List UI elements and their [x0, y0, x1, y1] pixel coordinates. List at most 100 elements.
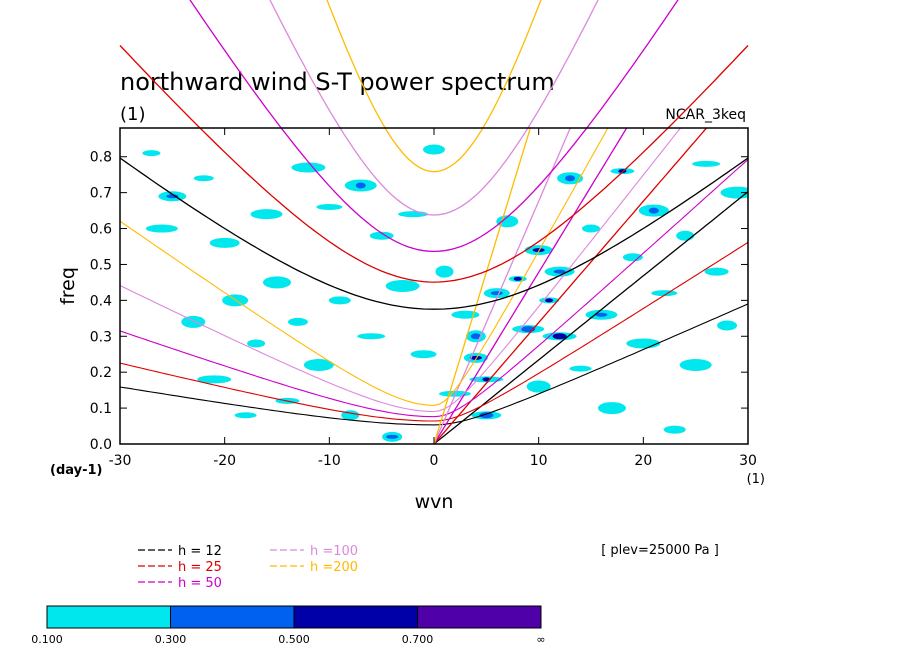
x-tick-label: -30	[109, 453, 132, 469]
contour-blob	[197, 375, 232, 384]
contour-blob	[597, 402, 626, 415]
x-axis-label: wvn	[415, 491, 454, 513]
dispersion-curve	[433, 128, 532, 444]
colorbar-segment	[170, 605, 295, 629]
contour-blob-core	[470, 333, 481, 340]
dispersion-curve	[326, 0, 542, 173]
colorbar-label: 0.300	[155, 633, 187, 646]
dispersion-curve	[120, 241, 748, 422]
contour-blob	[250, 209, 283, 220]
contour-blob	[369, 231, 394, 240]
dispersion-curve	[119, 157, 749, 310]
x-unit-label: (1)	[747, 472, 765, 487]
contour-blob	[328, 296, 351, 305]
dispersion-curve	[433, 128, 628, 444]
dispersion-curve	[120, 128, 609, 406]
dispersion-curve	[120, 128, 682, 413]
contour-blob-core	[166, 194, 179, 199]
contour-blob	[622, 253, 643, 262]
dispersion-curves-in-plot	[120, 128, 748, 444]
contour-blob	[679, 359, 712, 371]
colorbar: 0.100 0.300 0.500 0.700 ∞	[31, 605, 546, 646]
contour-blob	[451, 310, 480, 319]
contour-blob	[423, 144, 445, 155]
dispersion-curves-above-plot	[119, 0, 749, 310]
colorbar-label: ∞	[536, 633, 545, 646]
y-tick-label: 0.0	[90, 437, 112, 453]
y-axis-label: freq	[57, 267, 79, 305]
contour-blob	[142, 150, 161, 157]
y-tick-label: 0.2	[90, 365, 112, 381]
contour-blob	[193, 175, 214, 182]
dispersion-curve	[120, 303, 748, 426]
contour-blob	[247, 339, 266, 348]
dispersion-curve	[433, 128, 571, 444]
dispersion-curve	[119, 45, 749, 283]
dispersion-curve	[120, 159, 748, 418]
dispersion-curve	[269, 0, 599, 216]
contour-blob-core	[532, 248, 545, 253]
colorbar-label: 0.700	[402, 633, 434, 646]
contour-blob	[663, 425, 686, 434]
contour-blob	[435, 265, 454, 278]
x-tick-label: 10	[530, 453, 548, 469]
contour-blob-core	[553, 269, 566, 274]
contour-fill-layer	[142, 144, 748, 442]
contour-blob	[357, 333, 386, 340]
contour-blob	[676, 230, 695, 241]
contour-blob	[526, 380, 551, 393]
contour-blob-core	[479, 412, 494, 419]
legend-label: h = 25	[178, 560, 222, 575]
chart-subtitle-right: NCAR_3keq	[665, 107, 746, 123]
contour-blob	[209, 237, 240, 248]
x-tick-label: 0	[430, 453, 439, 469]
contour-blob-core	[648, 207, 659, 214]
colorbar-label: 0.500	[278, 633, 310, 646]
legend-label: h = 50	[178, 576, 222, 591]
contour-blob	[720, 186, 748, 199]
legend-label: h =100	[310, 544, 358, 559]
contour-blob-core	[469, 355, 482, 360]
chart-title: northward wind S-T power spectrum	[120, 68, 555, 96]
contour-blob-core	[552, 333, 567, 340]
contour-blob	[717, 320, 738, 331]
y-tick-label: 0.3	[90, 329, 112, 345]
y-tick-label: 0.5	[90, 257, 112, 273]
contour-blob	[385, 280, 420, 292]
chart-subtitle-left: (1)	[120, 104, 146, 125]
y-tick-label: 0.4	[90, 293, 112, 309]
contour-blob	[496, 215, 519, 228]
contour-blob	[410, 350, 437, 359]
contour-blob	[316, 204, 343, 210]
colorbar-segment	[293, 605, 418, 629]
contour-blob	[692, 160, 721, 167]
contour-blob	[291, 162, 326, 173]
contour-blob	[287, 317, 308, 326]
contour-blob	[263, 276, 291, 289]
colorbar-label: 0.100	[31, 633, 63, 646]
legend-label: h = 12	[178, 544, 222, 559]
y-tick-label: 0.1	[90, 401, 112, 417]
x-tick-label: 30	[739, 453, 757, 469]
contour-blob	[181, 315, 206, 328]
plev-annotation: [ plev=25000 Pa ]	[601, 543, 719, 558]
contour-blob-core	[490, 291, 503, 296]
contour-blob	[704, 267, 729, 276]
x-tick-label: -20	[213, 453, 236, 469]
y-tick-label: 0.6	[90, 222, 112, 238]
dispersion-curve	[189, 0, 679, 253]
dispersion-curve	[433, 128, 708, 444]
contour-blob	[569, 365, 592, 372]
colorbar-segment	[46, 605, 171, 629]
x-tick-label: 20	[634, 453, 652, 469]
contour-blob-core	[545, 298, 554, 303]
contour-blob-core	[386, 434, 399, 439]
contour-blob	[145, 224, 178, 233]
y-axis-ticks: 0.0 0.1 0.2 0.3 0.4 0.5 0.6 0.7 0.8	[90, 150, 748, 453]
x-tick-label: -10	[318, 453, 341, 469]
colorbar-segment	[417, 605, 542, 629]
y-unit-label: (day-1)	[50, 463, 102, 478]
contour-blob	[303, 359, 334, 371]
